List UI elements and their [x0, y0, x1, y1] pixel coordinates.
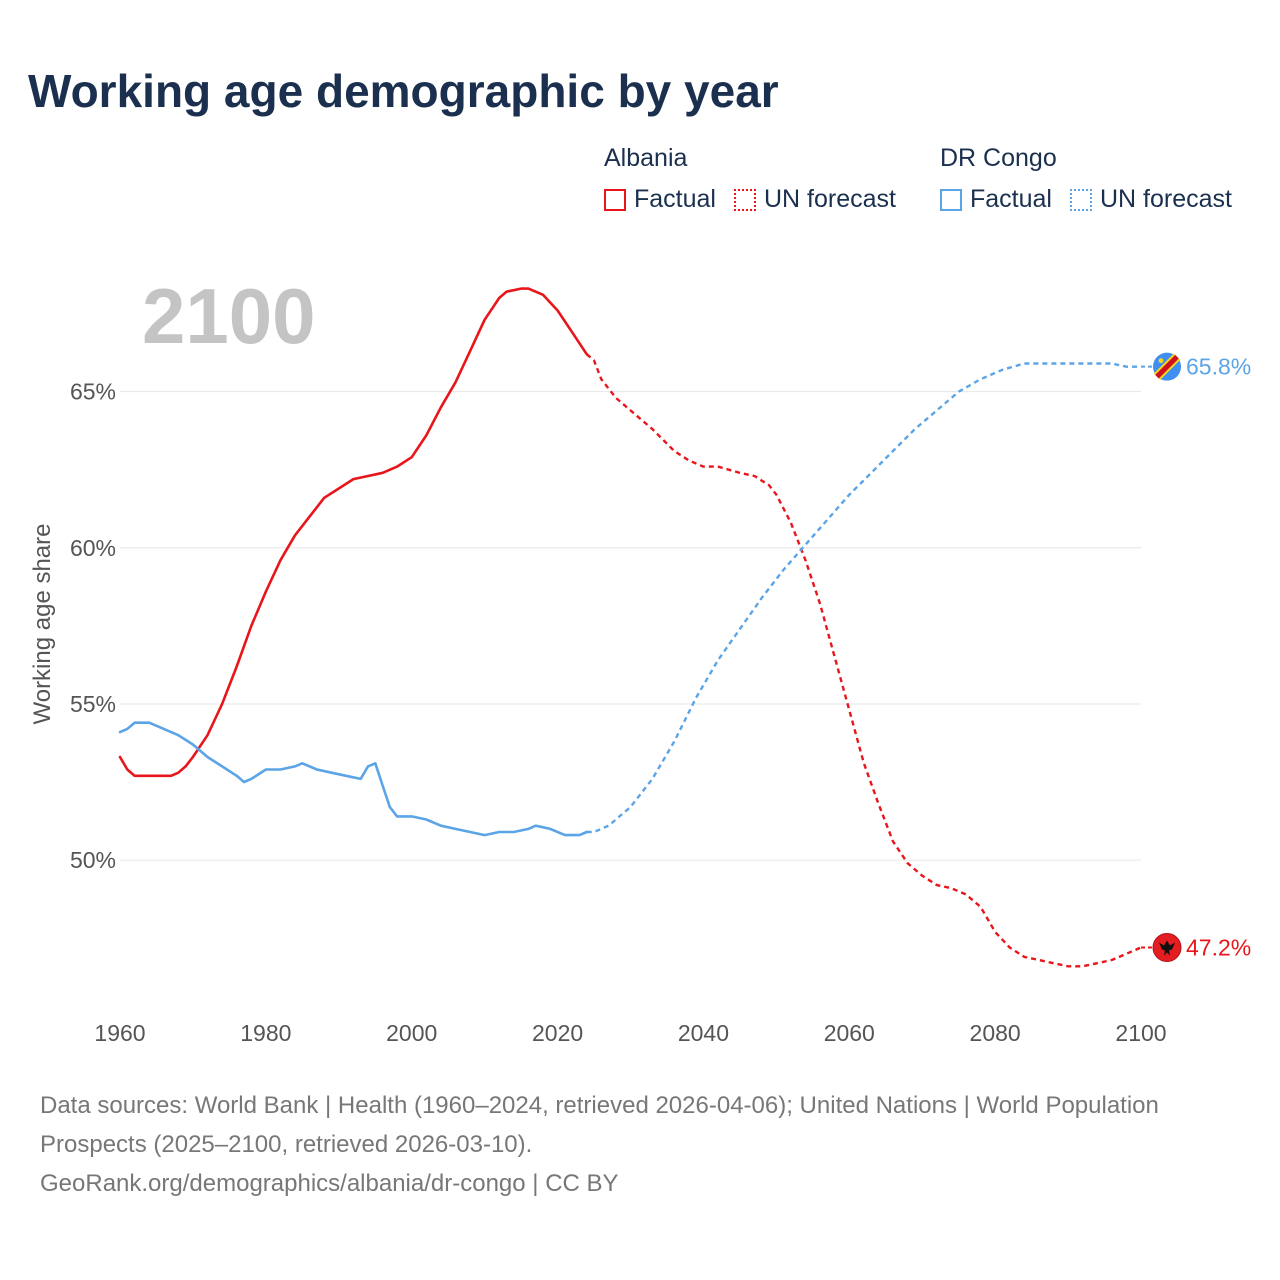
albania-end-value-label: 47.2%	[1186, 935, 1251, 961]
y-tick-label: 50%	[70, 847, 116, 873]
y-tick-label: 65%	[70, 379, 116, 405]
legend-albania: Albania Factual UN forecast	[604, 144, 914, 214]
legend-albania-factual-swatch	[604, 188, 626, 211]
legend-albania-factual[interactable]: Factual	[604, 185, 716, 214]
legend-drc: DR Congo Factual UN forecast	[940, 144, 1250, 214]
legend-albania-forecast-swatch	[733, 188, 756, 211]
legend-albania-factual-text: Factual	[634, 185, 716, 213]
y-tick-label: 60%	[70, 535, 116, 561]
legend-albania-forecast[interactable]: UN forecast	[733, 185, 896, 214]
x-tick-label: 2000	[386, 1020, 437, 1046]
x-tick-label: 2040	[678, 1020, 729, 1046]
line-chart: 50% 55% 60% 65% 1960 1980 2000 2020 2040 2060 2080…	[29, 272, 1251, 1046]
x-tick-label: 2020	[532, 1020, 583, 1046]
x-tick-label: 2080	[970, 1020, 1021, 1046]
dr-congo-flag-icon	[1153, 352, 1181, 381]
dr-congo-forecast-line[interactable]	[586, 362, 1141, 834]
footer: Data sources: World Bank | Health (1960–…	[40, 1086, 1240, 1203]
grid-layer: 50% 55% 60% 65% 1960 1980 2000 2020 2040 2060 2080…	[70, 379, 1167, 1046]
albania-forecast-line[interactable]	[585, 353, 1142, 968]
series-layer	[118, 287, 1142, 968]
chart-title: Working age demographic by year	[28, 65, 779, 117]
y-axis-title: Working age share	[29, 524, 56, 725]
dr-congo-factual-line[interactable]	[118, 721, 588, 837]
current-year-watermark: 2100	[142, 272, 316, 360]
albania-factual-line[interactable]	[118, 287, 588, 778]
albania-flag-icon	[1152, 933, 1182, 963]
legend-drc-factual-text: Factual	[970, 185, 1052, 213]
data-sources-text: Data sources: World Bank | Health (1960–…	[40, 1092, 1159, 1158]
y-tick-label: 55%	[70, 691, 116, 717]
legend-drc-forecast-text: UN forecast	[1099, 185, 1232, 213]
attribution-link[interactable]: GeoRank.org/demographics/albania/dr-cong…	[40, 1170, 619, 1197]
legend-albania-label: Albania	[604, 144, 688, 172]
dr-congo-end-value-label: 65.8%	[1186, 354, 1251, 380]
legend-drc-factual[interactable]: Factual	[940, 185, 1052, 214]
marker-layer: 47.2% 65.8%	[1141, 352, 1251, 963]
x-tick-label: 2100	[1115, 1020, 1166, 1046]
x-tick-label: 2060	[824, 1020, 875, 1046]
x-tick-label: 1960	[94, 1020, 145, 1046]
legend-drc-label: DR Congo	[940, 144, 1057, 172]
legend-drc-forecast-swatch	[1069, 188, 1092, 211]
legend-drc-forecast[interactable]: UN forecast	[1069, 185, 1232, 214]
x-tick-label: 1980	[240, 1020, 291, 1046]
legend-albania-forecast-text: UN forecast	[763, 185, 896, 213]
legend-drc-factual-swatch	[940, 188, 962, 211]
